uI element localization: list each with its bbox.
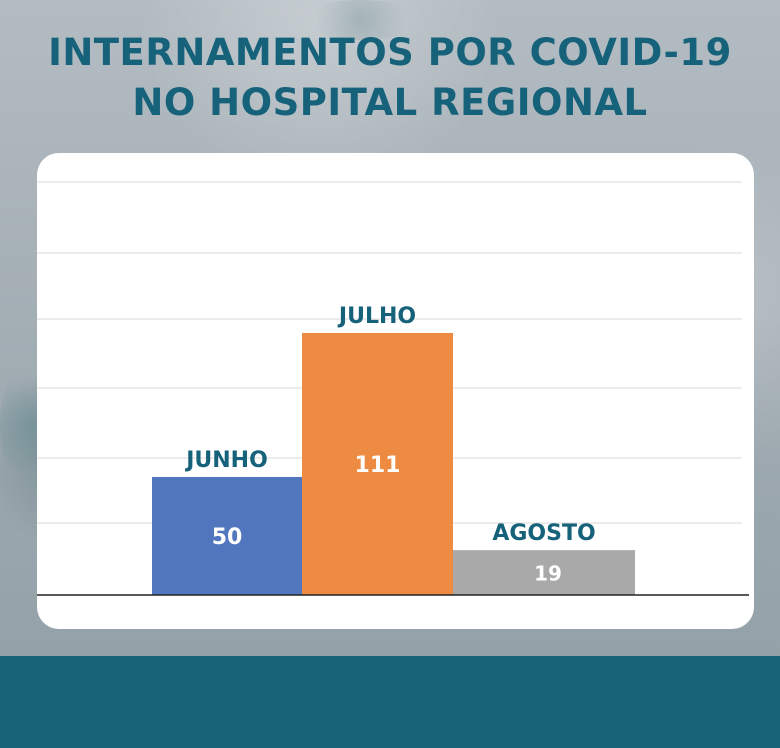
category-label-junho: JUNHO <box>184 448 268 473</box>
footer-band <box>0 656 780 748</box>
page-title: INTERNAMENTOS POR COVID-19 NO HOSPITAL R… <box>0 28 780 128</box>
title-line-2: NO HOSPITAL REGIONAL <box>132 81 648 124</box>
bar-agosto <box>453 550 635 595</box>
bar-julho <box>302 332 453 595</box>
value-label-agosto: 19 <box>534 562 562 586</box>
bar-chart: JUNHO JULHO AGOSTO 50 111 19 <box>37 181 749 596</box>
title-line-1: INTERNAMENTOS POR COVID-19 <box>48 31 732 74</box>
virus-decoration-icon <box>300 0 420 40</box>
value-label-julho: 111 <box>355 453 401 478</box>
category-label-julho: JULHO <box>337 304 416 329</box>
value-label-junho: 50 <box>212 525 243 550</box>
chart-card: JUNHO JULHO AGOSTO 50 111 19 <box>37 153 754 629</box>
category-label-agosto: AGOSTO <box>492 521 595 546</box>
bar-junho <box>152 476 302 595</box>
